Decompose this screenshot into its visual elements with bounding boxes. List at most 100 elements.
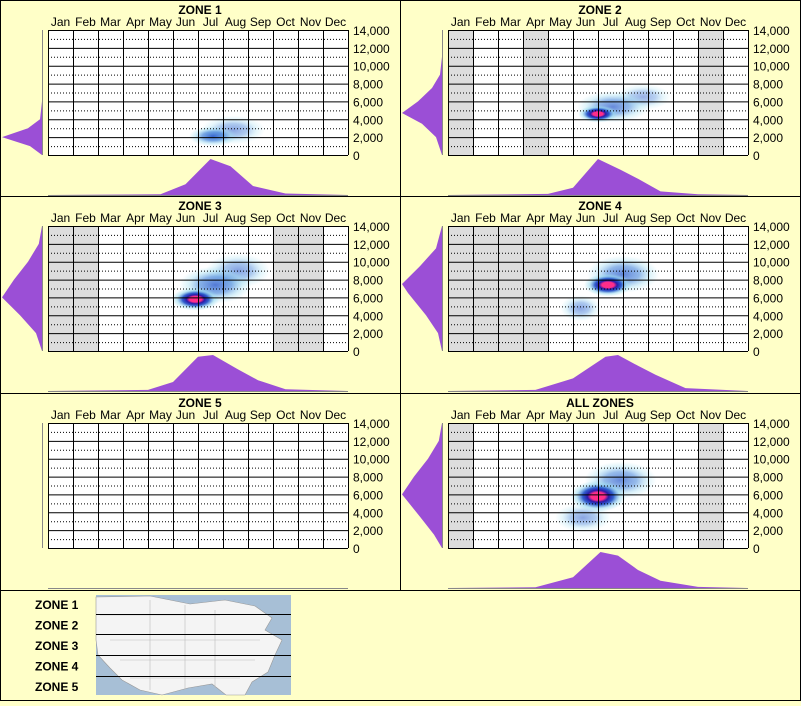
zone-panel-1: ZONE 1 Jan Feb Mar Apr May Jun Jul Aug Sep Oct Nov D…: [2, 3, 390, 196]
y-tick-label: 0: [353, 149, 360, 163]
month-distribution-profile: [448, 159, 748, 195]
month-tick-label: Sep: [650, 15, 672, 29]
month-distribution-profile: [448, 355, 748, 391]
y-tick-label: 8,000: [753, 78, 783, 92]
month-tick-label: Nov: [700, 408, 721, 422]
y-tick-label: 0: [353, 542, 360, 556]
month-tick-label: Jun: [176, 211, 195, 225]
month-tick-label: Apr: [526, 211, 545, 225]
month-tick-label: Feb: [75, 15, 96, 29]
y-tick-label: 2,000: [753, 327, 783, 341]
month-tick-label: May: [149, 408, 172, 422]
month-distribution-profile: [48, 159, 348, 195]
month-tick-label: Aug: [225, 15, 246, 29]
y-tick-label: 8,000: [353, 274, 383, 288]
y-tick-label: 2,000: [353, 131, 383, 145]
y-tick-label: 0: [753, 345, 760, 359]
month-tick-label: Jan: [451, 15, 470, 29]
month-tick-label: Mar: [500, 15, 521, 29]
month-tick-label: Dec: [325, 408, 346, 422]
zone-panel-3: ZONE 3 Jan Feb Mar Apr May Jun Jul Aug Sep Oct Nov D…: [2, 199, 390, 392]
month-tick-label: Nov: [700, 211, 721, 225]
y-tick-label: 6,000: [753, 291, 783, 305]
month-tick-label: Dec: [725, 15, 746, 29]
legend-zone-label: ZONE 2: [35, 619, 79, 633]
heat-blob: [560, 295, 601, 321]
month-tick-label: May: [549, 408, 572, 422]
y-tick-label: 2,000: [353, 524, 383, 538]
y-tick-label: 12,000: [753, 435, 790, 449]
month-tick-label: Jul: [203, 408, 218, 422]
month-tick-label: Dec: [325, 211, 346, 225]
y-tick-label: 14,000: [753, 220, 790, 234]
zone-panel-5: ZONE 5 Jan Feb Mar Apr May Jun Jul Aug Sep Oct Nov D…: [42, 396, 390, 589]
y-tick-label: 8,000: [353, 78, 383, 92]
month-tick-label: Mar: [100, 15, 121, 29]
y-tick-label: 12,000: [353, 238, 390, 252]
y-tick-label: 10,000: [353, 60, 390, 74]
month-tick-label: Aug: [625, 211, 646, 225]
month-tick-label: Jan: [51, 211, 70, 225]
zone-panel-2: ZONE 2 Jan Feb Mar Apr May Jun Jul Aug Sep Oct Nov D…: [402, 3, 790, 196]
month-distribution-profile: [48, 355, 348, 391]
y-tick-label: 4,000: [753, 113, 783, 127]
legend-zone-label: ZONE 1: [35, 598, 79, 612]
month-distribution-profile: [448, 552, 748, 588]
month-tick-label: Mar: [500, 408, 521, 422]
y-tick-label: 14,000: [753, 24, 790, 38]
y-tick-label: 6,000: [353, 95, 383, 109]
month-tick-label: Jul: [603, 15, 618, 29]
month-tick-label: Jun: [576, 15, 595, 29]
legend-zone-label: ZONE 5: [35, 680, 79, 694]
elevation-distribution-profile: [402, 226, 442, 351]
month-tick-label: Sep: [650, 211, 672, 225]
heat-blob: [584, 273, 632, 297]
panel-title: ZONE 2: [578, 3, 622, 17]
y-tick-label: 6,000: [753, 95, 783, 109]
y-tick-label: 6,000: [353, 488, 383, 502]
y-tick-label: 10,000: [353, 256, 390, 270]
y-tick-label: 4,000: [353, 309, 383, 323]
month-tick-label: Oct: [276, 211, 295, 225]
y-tick-label: 8,000: [353, 471, 383, 485]
y-tick-label: 0: [753, 149, 760, 163]
month-tick-label: Mar: [500, 211, 521, 225]
month-tick-label: Sep: [650, 408, 672, 422]
heat-blob: [189, 126, 237, 147]
month-tick-label: Dec: [325, 15, 346, 29]
y-tick-label: 14,000: [753, 417, 790, 431]
month-tick-label: Dec: [725, 408, 746, 422]
y-tick-label: 12,000: [753, 42, 790, 56]
month-tick-label: Apr: [526, 408, 545, 422]
y-tick-label: 0: [753, 542, 760, 556]
month-tick-label: Jun: [576, 211, 595, 225]
month-tick-label: Jun: [576, 408, 595, 422]
month-tick-label: Jul: [203, 211, 218, 225]
month-tick-label: Jan: [451, 408, 470, 422]
month-tick-label: Jun: [176, 408, 195, 422]
month-tick-label: Jul: [203, 15, 218, 29]
panel-title: ZONE 4: [578, 199, 622, 213]
month-tick-label: Sep: [250, 408, 272, 422]
month-tick-label: Feb: [475, 15, 496, 29]
y-tick-label: 14,000: [353, 24, 390, 38]
y-tick-label: 12,000: [753, 238, 790, 252]
panel-title: ZONE 1: [178, 3, 222, 17]
month-tick-label: Nov: [700, 15, 721, 29]
y-tick-label: 0: [353, 345, 360, 359]
month-tick-label: Mar: [100, 211, 121, 225]
y-tick-label: 2,000: [353, 327, 383, 341]
elevation-distribution-profile: [2, 101, 42, 155]
y-tick-label: 4,000: [753, 309, 783, 323]
month-tick-label: Oct: [276, 408, 295, 422]
map-land: [95, 595, 283, 696]
month-tick-label: Feb: [75, 211, 96, 225]
month-tick-label: Oct: [676, 15, 695, 29]
y-tick-label: 10,000: [753, 453, 790, 467]
y-tick-label: 4,000: [753, 506, 783, 520]
elevation-distribution-profile: [402, 56, 442, 155]
y-tick-label: 8,000: [753, 274, 783, 288]
elevation-distribution-profile: [402, 423, 442, 548]
month-tick-label: Jan: [51, 15, 70, 29]
